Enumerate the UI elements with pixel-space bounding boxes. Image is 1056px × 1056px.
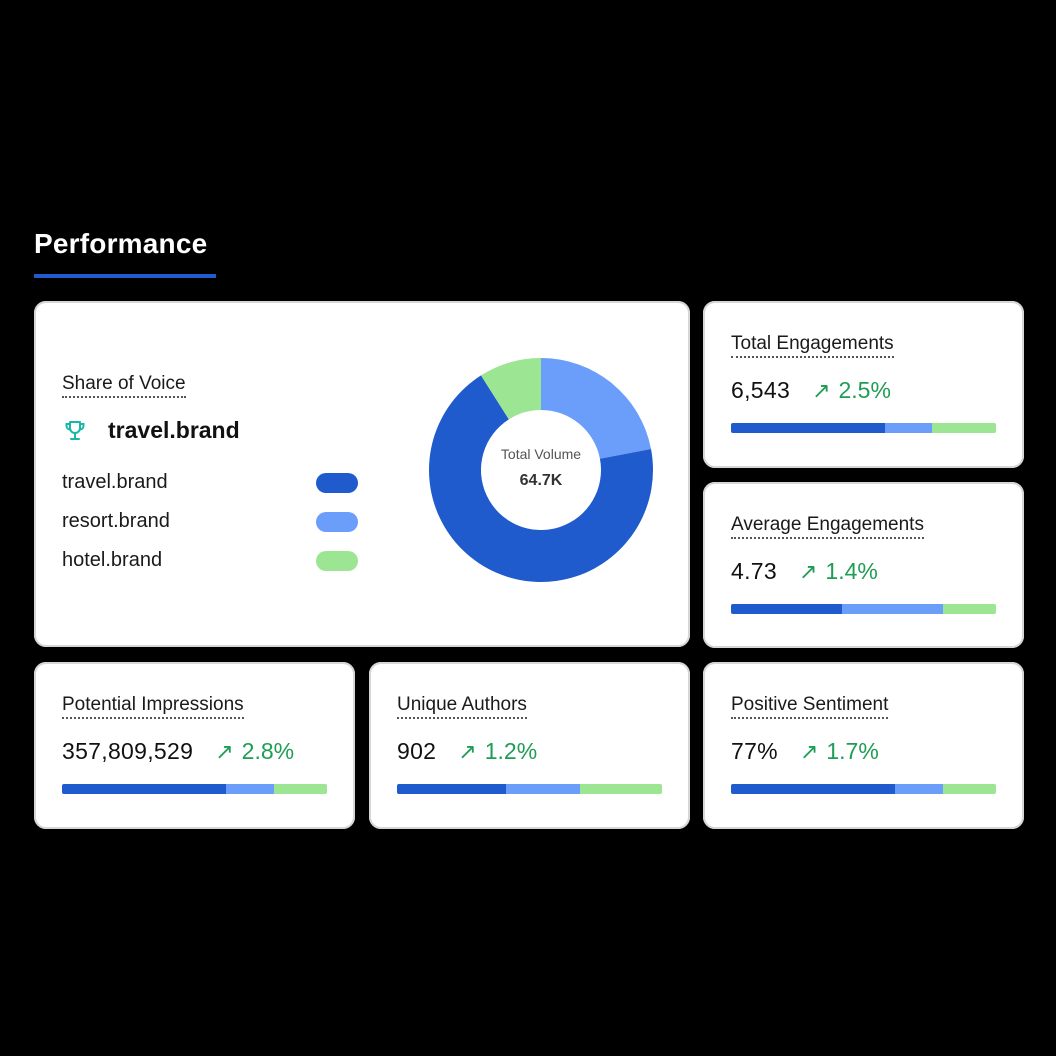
split-bar — [731, 604, 996, 614]
donut-slice-travel-brand[interactable] — [429, 375, 653, 582]
metric-row: 902 ↗ 1.2% — [397, 738, 537, 765]
metric-label[interactable]: Positive Sentiment — [731, 694, 889, 719]
arrow-up-right-icon: ↗ — [812, 378, 831, 403]
metric-value: 6,543 — [731, 377, 791, 403]
legend-swatch — [316, 473, 358, 493]
metric-value: 902 — [397, 738, 437, 764]
legend-swatch — [316, 551, 358, 571]
share-of-voice-label[interactable]: Share of Voice — [62, 373, 186, 398]
legend-item: resort.brand — [62, 508, 362, 547]
total-engagements-card: Total Engagements 6,543 ↗ 2.5% — [703, 301, 1024, 468]
split-bar-segment-resort — [884, 423, 933, 433]
positive-sentiment-card: Positive Sentiment 77% ↗ 1.7% — [703, 662, 1024, 829]
legend-swatch — [316, 512, 358, 532]
split-bar — [731, 423, 996, 433]
section-title-underline — [34, 274, 216, 278]
metric-change: ↗ 2.8% — [215, 738, 294, 765]
metric-label[interactable]: Total Engagements — [731, 333, 894, 358]
arrow-up-right-icon: ↗ — [799, 739, 819, 764]
donut-slice-resort-brand[interactable] — [541, 358, 652, 459]
split-bar-segment-resort — [895, 784, 943, 794]
split-bar-segment-hotel — [942, 784, 996, 794]
potential-impressions-card: Potential Impressions 357,809,529 ↗ 2.8% — [34, 662, 355, 829]
leading-brand-name: travel.brand — [108, 417, 240, 443]
metric-value: 77% — [731, 738, 778, 764]
donut-chart-svg — [429, 358, 653, 582]
metric-value: 357,809,529 — [62, 738, 194, 764]
split-bar — [731, 784, 996, 794]
metric-change-value: 2.8% — [241, 738, 295, 764]
metric-change-value: 2.5% — [838, 377, 891, 403]
arrow-up-right-icon: ↗ — [458, 739, 477, 764]
split-bar-segment-travel — [731, 423, 885, 433]
metric-row: 4.73 ↗ 1.4% — [731, 558, 878, 585]
split-bar — [62, 784, 327, 794]
metric-change: ↗ 2.5% — [812, 377, 891, 404]
donut-slice-hotel-brand[interactable] — [480, 358, 541, 420]
arrow-up-right-icon: ↗ — [215, 739, 234, 764]
legend-label: resort.brand — [62, 510, 170, 532]
metric-label[interactable]: Unique Authors — [397, 694, 527, 719]
split-bar-segment-travel — [731, 784, 896, 794]
metric-change: ↗ 1.7% — [800, 738, 879, 765]
legend-item: travel.brand — [62, 469, 362, 508]
metric-value: 4.73 — [731, 558, 777, 584]
share-of-voice-card: Share of Voice travel.brand travel.brand… — [34, 301, 690, 647]
brand-legend: travel.brand resort.brand hotel.brand — [62, 469, 362, 586]
split-bar-segment-hotel — [579, 784, 662, 794]
average-engagements-card: Average Engagements 4.73 ↗ 1.4% — [703, 482, 1024, 648]
split-bar-segment-hotel — [932, 423, 996, 433]
legend-label: travel.brand — [62, 471, 168, 493]
metric-change-value: 1.2% — [484, 738, 538, 764]
metric-label[interactable]: Potential Impressions — [62, 694, 244, 719]
share-of-voice-donut[interactable]: Total Volume 64.7K — [428, 357, 654, 583]
split-bar — [397, 784, 662, 794]
metric-row: 6,543 ↗ 2.5% — [731, 377, 891, 404]
split-bar-segment-hotel — [942, 604, 996, 614]
split-bar-segment-travel — [731, 604, 843, 614]
trophy-icon — [62, 418, 88, 444]
metric-row: 357,809,529 ↗ 2.8% — [62, 738, 294, 765]
split-bar-segment-travel — [62, 784, 227, 794]
metric-label[interactable]: Average Engagements — [731, 514, 924, 539]
legend-label: hotel.brand — [62, 549, 163, 571]
section-title: Performance — [34, 228, 208, 259]
split-bar-segment-travel — [397, 784, 506, 794]
leading-brand: travel.brand — [62, 417, 240, 444]
metric-row: 77% ↗ 1.7% — [731, 738, 879, 765]
metric-change: ↗ 1.4% — [799, 558, 878, 585]
metric-change-value: 1.7% — [826, 738, 879, 764]
metric-change: ↗ 1.2% — [458, 738, 537, 765]
metric-change-value: 1.4% — [825, 558, 878, 584]
split-bar-segment-resort — [842, 604, 943, 614]
split-bar-segment-resort — [226, 784, 274, 794]
arrow-up-right-icon: ↗ — [798, 559, 818, 584]
split-bar-segment-resort — [505, 784, 580, 794]
unique-authors-card: Unique Authors 902 ↗ 1.2% — [369, 662, 690, 829]
split-bar-segment-hotel — [273, 784, 327, 794]
legend-item: hotel.brand — [62, 547, 362, 586]
